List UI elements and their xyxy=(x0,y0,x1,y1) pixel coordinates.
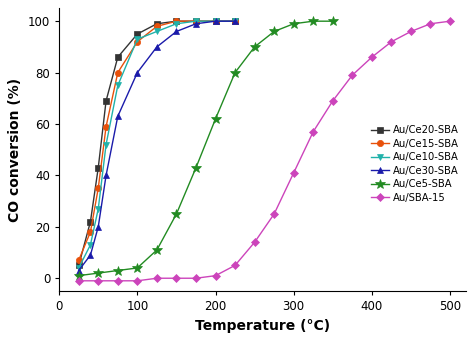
Au/Ce5-SBA xyxy=(76,273,82,278)
Au/Ce20-SBA xyxy=(173,19,179,23)
Au/Ce10-SBA xyxy=(232,19,238,23)
Au/Ce5-SBA xyxy=(330,19,336,23)
Au/SBA-15 xyxy=(271,212,277,216)
Au/Ce5-SBA xyxy=(193,166,199,170)
Au/Ce5-SBA xyxy=(95,271,101,275)
Au/SBA-15 xyxy=(369,55,375,59)
Au/Ce30-SBA xyxy=(193,22,199,26)
Au/Ce15-SBA xyxy=(115,71,121,75)
Au/Ce10-SBA xyxy=(115,84,121,88)
Au/Ce15-SBA xyxy=(173,19,179,23)
Au/Ce20-SBA xyxy=(95,166,101,170)
Au/Ce15-SBA xyxy=(232,19,238,23)
Au/SBA-15 xyxy=(291,171,297,175)
X-axis label: Temperature (°C): Temperature (°C) xyxy=(195,319,330,333)
Au/Ce30-SBA xyxy=(88,253,93,257)
Au/Ce30-SBA xyxy=(213,19,219,23)
Au/Ce5-SBA xyxy=(291,22,297,26)
Line: Au/Ce20-SBA: Au/Ce20-SBA xyxy=(75,18,238,268)
Au/SBA-15 xyxy=(447,19,453,23)
Au/Ce5-SBA xyxy=(252,45,257,49)
Au/Ce5-SBA xyxy=(135,266,140,270)
Legend: Au/Ce20-SBA, Au/Ce15-SBA, Au/Ce10-SBA, Au/Ce30-SBA, Au/Ce5-SBA, Au/SBA-15: Au/Ce20-SBA, Au/Ce15-SBA, Au/Ce10-SBA, A… xyxy=(369,123,461,205)
Y-axis label: CO conversion (%): CO conversion (%) xyxy=(9,78,22,222)
Au/SBA-15 xyxy=(408,29,414,33)
Au/Ce5-SBA xyxy=(115,268,121,272)
Au/Ce15-SBA xyxy=(154,24,160,28)
Au/Ce5-SBA xyxy=(154,248,160,252)
Au/Ce30-SBA xyxy=(95,225,101,229)
Au/Ce5-SBA xyxy=(173,212,179,216)
Au/Ce15-SBA xyxy=(103,124,109,129)
Au/Ce5-SBA xyxy=(310,19,316,23)
Au/SBA-15 xyxy=(310,130,316,134)
Au/Ce30-SBA xyxy=(135,71,140,75)
Au/Ce10-SBA xyxy=(173,22,179,26)
Au/Ce30-SBA xyxy=(173,29,179,33)
Au/Ce20-SBA xyxy=(232,19,238,23)
Au/Ce15-SBA xyxy=(95,186,101,190)
Au/Ce15-SBA xyxy=(193,19,199,23)
Line: Au/Ce5-SBA: Au/Ce5-SBA xyxy=(74,16,337,281)
Au/Ce10-SBA xyxy=(76,266,82,270)
Au/Ce10-SBA xyxy=(193,19,199,23)
Au/Ce10-SBA xyxy=(95,207,101,211)
Line: Au/Ce15-SBA: Au/Ce15-SBA xyxy=(75,18,238,263)
Au/Ce10-SBA xyxy=(213,19,219,23)
Au/SBA-15 xyxy=(252,240,257,244)
Au/Ce5-SBA xyxy=(232,71,238,75)
Au/Ce15-SBA xyxy=(76,258,82,262)
Au/SBA-15 xyxy=(428,22,433,26)
Au/Ce20-SBA xyxy=(135,32,140,36)
Au/Ce20-SBA xyxy=(154,22,160,26)
Au/SBA-15 xyxy=(232,263,238,267)
Au/Ce10-SBA xyxy=(154,29,160,33)
Au/SBA-15 xyxy=(193,276,199,280)
Au/Ce5-SBA xyxy=(271,29,277,33)
Au/SBA-15 xyxy=(213,273,219,278)
Au/SBA-15 xyxy=(76,279,82,283)
Au/Ce30-SBA xyxy=(76,268,82,272)
Line: Au/SBA-15: Au/SBA-15 xyxy=(75,18,453,284)
Line: Au/Ce10-SBA: Au/Ce10-SBA xyxy=(75,18,238,271)
Au/Ce15-SBA xyxy=(135,40,140,44)
Au/SBA-15 xyxy=(154,276,160,280)
Au/Ce20-SBA xyxy=(88,220,93,224)
Au/Ce15-SBA xyxy=(213,19,219,23)
Au/SBA-15 xyxy=(95,279,101,283)
Au/Ce20-SBA xyxy=(76,263,82,267)
Au/Ce30-SBA xyxy=(154,45,160,49)
Au/Ce30-SBA xyxy=(232,19,238,23)
Au/Ce10-SBA xyxy=(88,243,93,247)
Au/Ce20-SBA xyxy=(115,55,121,59)
Au/SBA-15 xyxy=(135,279,140,283)
Au/Ce20-SBA xyxy=(213,19,219,23)
Au/Ce20-SBA xyxy=(103,99,109,103)
Au/Ce10-SBA xyxy=(135,37,140,41)
Au/SBA-15 xyxy=(389,40,394,44)
Au/Ce10-SBA xyxy=(103,143,109,147)
Au/SBA-15 xyxy=(330,99,336,103)
Au/Ce30-SBA xyxy=(115,114,121,118)
Line: Au/Ce30-SBA: Au/Ce30-SBA xyxy=(75,18,238,273)
Au/SBA-15 xyxy=(115,279,121,283)
Au/Ce30-SBA xyxy=(103,173,109,177)
Au/Ce20-SBA xyxy=(193,19,199,23)
Au/SBA-15 xyxy=(173,276,179,280)
Au/SBA-15 xyxy=(349,73,355,77)
Au/Ce5-SBA xyxy=(213,117,219,121)
Au/Ce15-SBA xyxy=(88,230,93,234)
